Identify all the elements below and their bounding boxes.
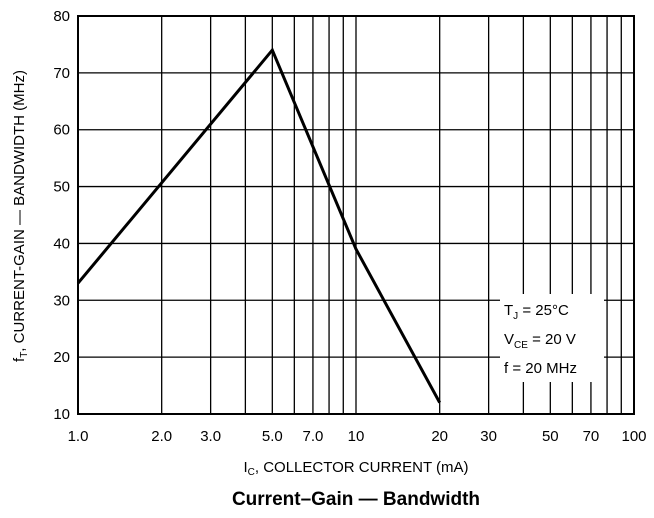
x-tick-label-6: 20 bbox=[431, 428, 448, 445]
y-tick-label-2: 30 bbox=[53, 292, 70, 309]
x-tick-label-10: 100 bbox=[621, 428, 646, 445]
chart-caption: Current–Gain — Bandwidth bbox=[232, 489, 480, 510]
y-tick-label-7: 80 bbox=[53, 8, 70, 25]
annotation-vce: VCE = 20 V bbox=[504, 331, 576, 351]
x-tick-label-3: 5.0 bbox=[262, 428, 283, 445]
y-tick-label-4: 50 bbox=[53, 179, 70, 196]
x-tick-label-2: 3.0 bbox=[200, 428, 221, 445]
y-tick-label-0: 10 bbox=[53, 406, 70, 423]
x-tick-label-0: 1.0 bbox=[68, 428, 89, 445]
annotation-tj: TJ = 25°C bbox=[504, 302, 569, 322]
x-tick-label-7: 30 bbox=[480, 428, 497, 445]
annotation-box: TJ = 25°C VCE = 20 V f = 20 MHz bbox=[500, 294, 604, 382]
annotation-frequency: f = 20 MHz bbox=[504, 360, 577, 377]
x-axis-title: IC, COLLECTOR CURRENT (mA) bbox=[243, 459, 468, 478]
y-tick-label-1: 20 bbox=[53, 349, 70, 366]
y-tick-label-3: 40 bbox=[53, 235, 70, 252]
x-tick-label-9: 70 bbox=[583, 428, 600, 445]
x-tick-label-8: 50 bbox=[542, 428, 559, 445]
x-tick-labels: 1.0 2.0 3.0 5.0 7.0 10 20 30 50 70 100 bbox=[68, 428, 647, 445]
x-tick-label-1: 2.0 bbox=[151, 428, 172, 445]
y-axis-title: fT, CURRENT-GAIN — BANDWIDTH (MHz) bbox=[11, 70, 30, 362]
ft-curve bbox=[76, 47, 442, 404]
x-tick-label-5: 10 bbox=[348, 428, 365, 445]
plot-frame bbox=[77, 15, 635, 415]
y-tick-labels: 10 20 30 40 50 60 70 80 bbox=[53, 8, 70, 423]
x-tick-label-4: 7.0 bbox=[303, 428, 324, 445]
annotation-background bbox=[500, 294, 604, 382]
y-tick-label-6: 70 bbox=[53, 65, 70, 82]
y-tick-label-5: 60 bbox=[53, 122, 70, 139]
